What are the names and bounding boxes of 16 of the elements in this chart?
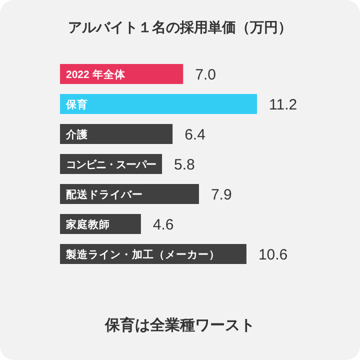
data-label: 7.0 [195,66,216,84]
y-tick-label: 製造ライン・加工（メーカー） [65,248,220,261]
data-label: 4.6 [152,216,174,234]
data-label: 10.6 [258,246,288,264]
y-tick-label: 家庭教師 [65,218,110,231]
y-tick-label: 介護 [65,128,88,141]
data-label: 6.4 [184,126,206,144]
y-tick-label: 2022 年全体 [66,68,126,81]
y-tick-label: 配送ドライバー [66,188,143,201]
chart-title: アルバイト１名の採用単価（万円） [68,19,292,35]
y-tick-label: 保育 [65,98,88,111]
text: 保育は全業種ワースト [104,316,255,334]
data-label: 11.2 [269,96,298,114]
data-label: 5.8 [174,156,195,174]
y-tick-label: コンビニ・スーパー [66,159,156,171]
data-label: 7.9 [210,186,232,204]
